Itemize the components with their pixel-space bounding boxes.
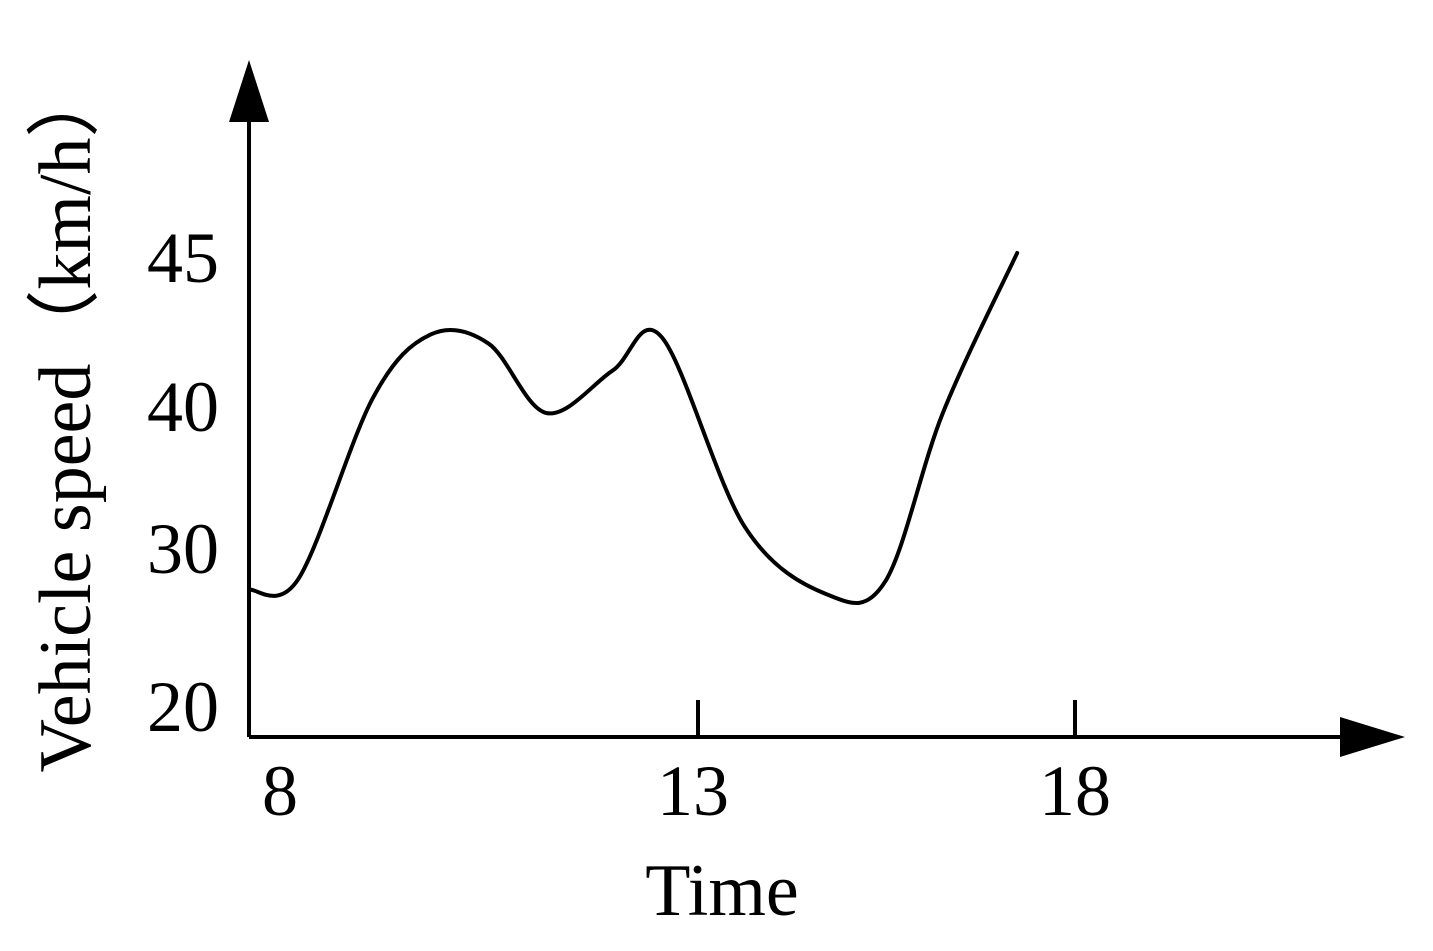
y-tick-label: 45 bbox=[147, 218, 219, 298]
y-axis-arrowhead bbox=[229, 60, 269, 122]
x-tick-label: 18 bbox=[1039, 751, 1111, 831]
y-tick-label: 30 bbox=[147, 509, 219, 589]
series-line bbox=[247, 250, 1020, 605]
x-tick-label: 8 bbox=[262, 751, 298, 831]
y-tick-label: 20 bbox=[147, 667, 219, 747]
x-axis-title: Time bbox=[645, 850, 799, 932]
y-tick-labels: 20 30 40 45 bbox=[147, 218, 219, 747]
x-tick-label: 13 bbox=[657, 751, 729, 831]
x-tick-labels: 8 13 18 bbox=[262, 751, 1111, 831]
y-tick-label: 40 bbox=[147, 367, 219, 447]
y-axis-title: Vehicle speed（km/h） bbox=[25, 64, 107, 773]
x-tick-marks bbox=[696, 700, 1077, 737]
series-layer bbox=[247, 250, 1020, 605]
x-axis-arrowhead bbox=[1340, 717, 1405, 757]
axes bbox=[229, 60, 1405, 757]
